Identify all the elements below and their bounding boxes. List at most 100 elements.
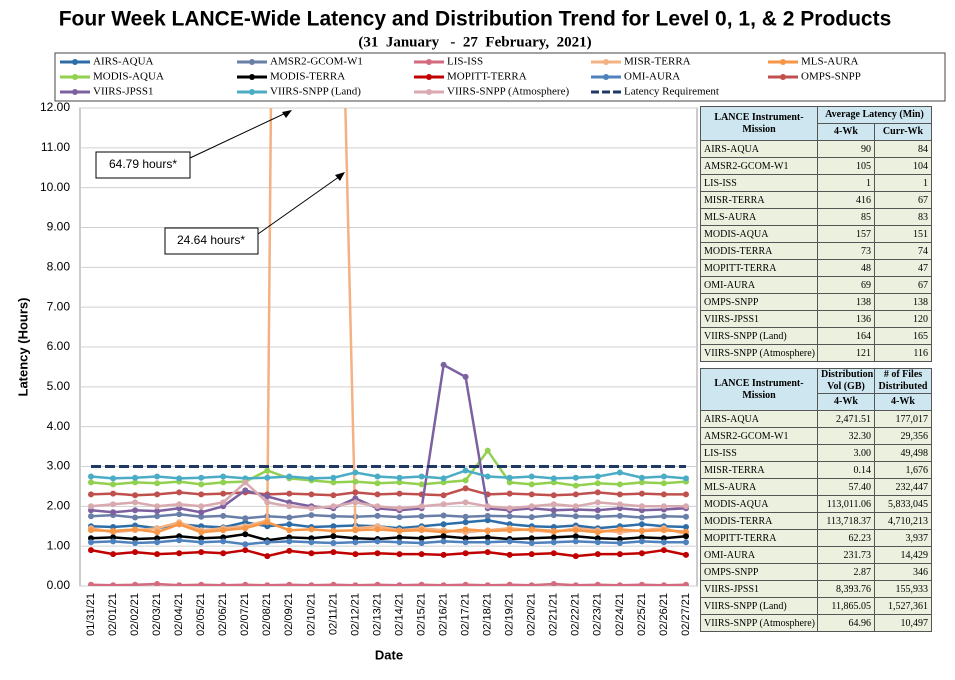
table-row: OMI-AURA 69 67 <box>700 276 932 294</box>
legend-label: VIIRS-SNPP (Atmosphere) <box>447 86 569 98</box>
series-line <box>88 467 689 482</box>
table-cell: 165 <box>874 327 932 345</box>
table-cell: 5,833,045 <box>874 495 932 513</box>
table-cell: 67 <box>874 191 932 209</box>
legend-marker <box>72 89 78 95</box>
x-tick-label: 02/20/21 <box>526 593 538 636</box>
table-cell: 121 <box>817 344 875 362</box>
table-cell: 113,011.06 <box>817 495 875 513</box>
table-cell: 64.96 <box>817 614 875 632</box>
latency-table: LANCE Instrument-Mission Average Latency … <box>700 106 932 362</box>
y-tick-label: 2.00 <box>47 499 71 513</box>
table-cell: 155,933 <box>874 580 932 598</box>
y-tick-label: 5.00 <box>47 379 71 393</box>
legend-label: VIIRS-SNPP (Land) <box>270 86 361 98</box>
series-group <box>88 108 689 586</box>
table-cell: 4,710,213 <box>874 512 932 530</box>
legend-marker <box>780 59 786 65</box>
x-tick-label: 02/15/21 <box>415 593 427 636</box>
table-row: MOPITT-TERRA 48 47 <box>700 259 932 277</box>
table-cell: AIRS-AQUA <box>700 140 818 158</box>
table-cell: 1 <box>874 174 932 192</box>
table-row: LANCE Instrument-Mission Distribution Vol… <box>700 368 932 411</box>
table-row: OMPS-SNPP 2.87 346 <box>700 563 932 581</box>
x-tick-label: 02/21/21 <box>548 593 560 636</box>
x-tick-label: 02/05/21 <box>195 593 207 636</box>
x-tick-label: 02/18/21 <box>482 593 494 636</box>
annotation: 64.79 hours* <box>109 157 177 171</box>
legend-marker <box>72 59 78 65</box>
y-tick-label: 8.00 <box>47 260 71 274</box>
x-tick-label: 02/16/21 <box>437 593 449 636</box>
legend-label: MODIS-TERRA <box>270 71 345 83</box>
table-row: AMSR2-GCOM-W1 105 104 <box>700 157 932 175</box>
table-cell: 1,527,361 <box>874 597 932 615</box>
legend-marker <box>72 74 78 80</box>
table-cell: Curr-Wk <box>874 123 932 141</box>
table-row: MOPITT-TERRA 62.23 3,937 <box>700 529 932 547</box>
table-cell: 4-Wk <box>874 393 932 411</box>
table-cell: 85 <box>817 208 875 226</box>
series-line <box>88 547 689 560</box>
table-cell: 116 <box>874 344 932 362</box>
legend-marker <box>780 74 786 80</box>
table-cell: MISR-TERRA <box>700 461 818 479</box>
table-cell: 136 <box>817 310 875 328</box>
x-tick-label: 02/03/21 <box>151 593 163 636</box>
series-line <box>88 581 689 586</box>
x-axis-title: Date <box>375 647 403 662</box>
x-tick-label: 02/09/21 <box>283 593 295 636</box>
annotation-box <box>95 151 191 179</box>
table-cell: 10,497 <box>874 614 932 632</box>
arrow-head <box>335 172 345 181</box>
x-tick-label: 02/06/21 <box>217 593 229 636</box>
table-cell: OMI-AURA <box>700 546 818 564</box>
table-row: OMPS-SNPP 138 138 <box>700 293 932 311</box>
table-cell: 157 <box>817 225 875 243</box>
arrow-head <box>282 110 292 118</box>
table-cell: 29,356 <box>874 427 932 445</box>
x-tick-label: 02/23/21 <box>592 593 604 636</box>
table-cell: MOPITT-TERRA <box>700 259 818 277</box>
table-row: MODIS-TERRA 73 74 <box>700 242 932 260</box>
legend-marker <box>603 74 609 80</box>
legend-label: LIS-ISS <box>447 56 483 68</box>
legend-label: AIRS-AQUA <box>93 56 154 68</box>
x-tick-label: 02/27/21 <box>680 593 692 636</box>
table-cell: 3,937 <box>874 529 932 547</box>
x-tick-label: 02/07/21 <box>239 593 251 636</box>
y-tick-label: 0.00 <box>47 578 71 592</box>
table-cell: MISR-TERRA <box>700 191 818 209</box>
x-tick-label: 02/11/21 <box>327 593 339 635</box>
y-tick-label: 12.00 <box>40 100 70 114</box>
table-cell: # of Files Distributed <box>874 368 932 394</box>
table-cell: 4-Wk <box>817 123 875 141</box>
table-cell: 73 <box>817 242 875 260</box>
table-cell: 67 <box>874 276 932 294</box>
table-row: VIIRS-SNPP (Land) 164 165 <box>700 327 932 345</box>
table-cell: 120 <box>874 310 932 328</box>
table-cell: 416 <box>817 191 875 209</box>
x-tick-label: 02/24/21 <box>614 593 626 636</box>
legend-marker <box>426 74 432 80</box>
table-row: VIIRS-SNPP (Atmosphere) 121 116 <box>700 344 932 362</box>
table-cell: 11,865.05 <box>817 597 875 615</box>
table-cell: MLS-AURA <box>700 208 818 226</box>
legend-label: OMI-AURA <box>624 71 680 83</box>
table-row: MISR-TERRA 0.14 1,676 <box>700 461 932 479</box>
y-tick-label: 9.00 <box>47 220 71 234</box>
table-cell: 232,447 <box>874 478 932 496</box>
table-cell: AMSR2-GCOM-W1 <box>700 427 818 445</box>
table-cell: OMI-AURA <box>700 276 818 294</box>
x-tick-label: 02/26/21 <box>658 593 670 636</box>
table-cell: AIRS-AQUA <box>700 410 818 428</box>
x-tick-label: 02/14/21 <box>393 593 405 636</box>
table-row: MISR-TERRA 416 67 <box>700 191 932 209</box>
table-cell: MODIS-AQUA <box>700 495 818 513</box>
x-tick-label: 02/08/21 <box>261 593 273 636</box>
table-cell: 177,017 <box>874 410 932 428</box>
table-cell: 0.14 <box>817 461 875 479</box>
legend-label: Latency Requirement <box>624 86 719 98</box>
